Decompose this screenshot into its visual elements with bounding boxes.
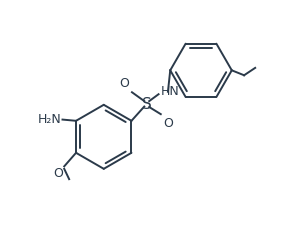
Text: H₂N: H₂N [38,113,61,126]
Text: O: O [53,167,63,180]
Text: O: O [119,77,129,90]
Text: HN: HN [161,85,180,98]
Text: S: S [142,97,151,112]
Text: O: O [163,117,174,130]
